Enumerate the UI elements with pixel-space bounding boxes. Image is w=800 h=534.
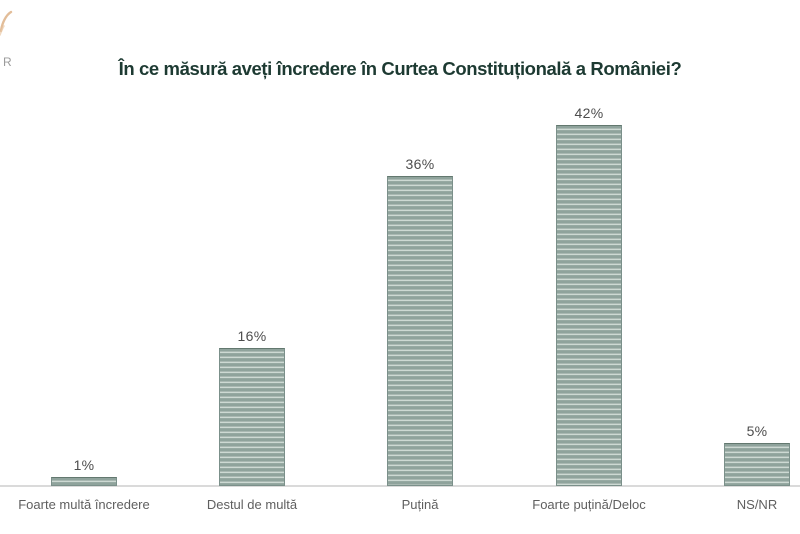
- bar: [724, 443, 790, 486]
- bar: [387, 176, 453, 486]
- x-axis-category-label: Foarte puțină/Deloc: [532, 497, 646, 512]
- logo-letter: R: [3, 55, 13, 69]
- logo-fragment: R: [0, 5, 24, 77]
- bar-value-label: 36%: [405, 156, 435, 172]
- x-axis-category-label: NS/NR: [736, 497, 778, 512]
- chart-title: În ce măsură aveți încredere în Curtea C…: [118, 58, 682, 79]
- bar: [219, 348, 285, 486]
- logo-mark-icon: [0, 10, 13, 36]
- bar-value-label: 1%: [73, 457, 95, 473]
- bar: [51, 477, 117, 486]
- x-axis-line: [0, 485, 800, 487]
- x-axis-category-label: Puțină: [401, 497, 439, 512]
- x-axis-category-label: Destul de multă: [206, 497, 298, 512]
- bar-value-label: 42%: [574, 105, 604, 121]
- bar: [556, 125, 622, 486]
- x-axis-category-label: Foarte multă încredere: [18, 497, 150, 512]
- bar-value-label: 16%: [237, 328, 267, 344]
- bar-value-label: 5%: [746, 423, 768, 439]
